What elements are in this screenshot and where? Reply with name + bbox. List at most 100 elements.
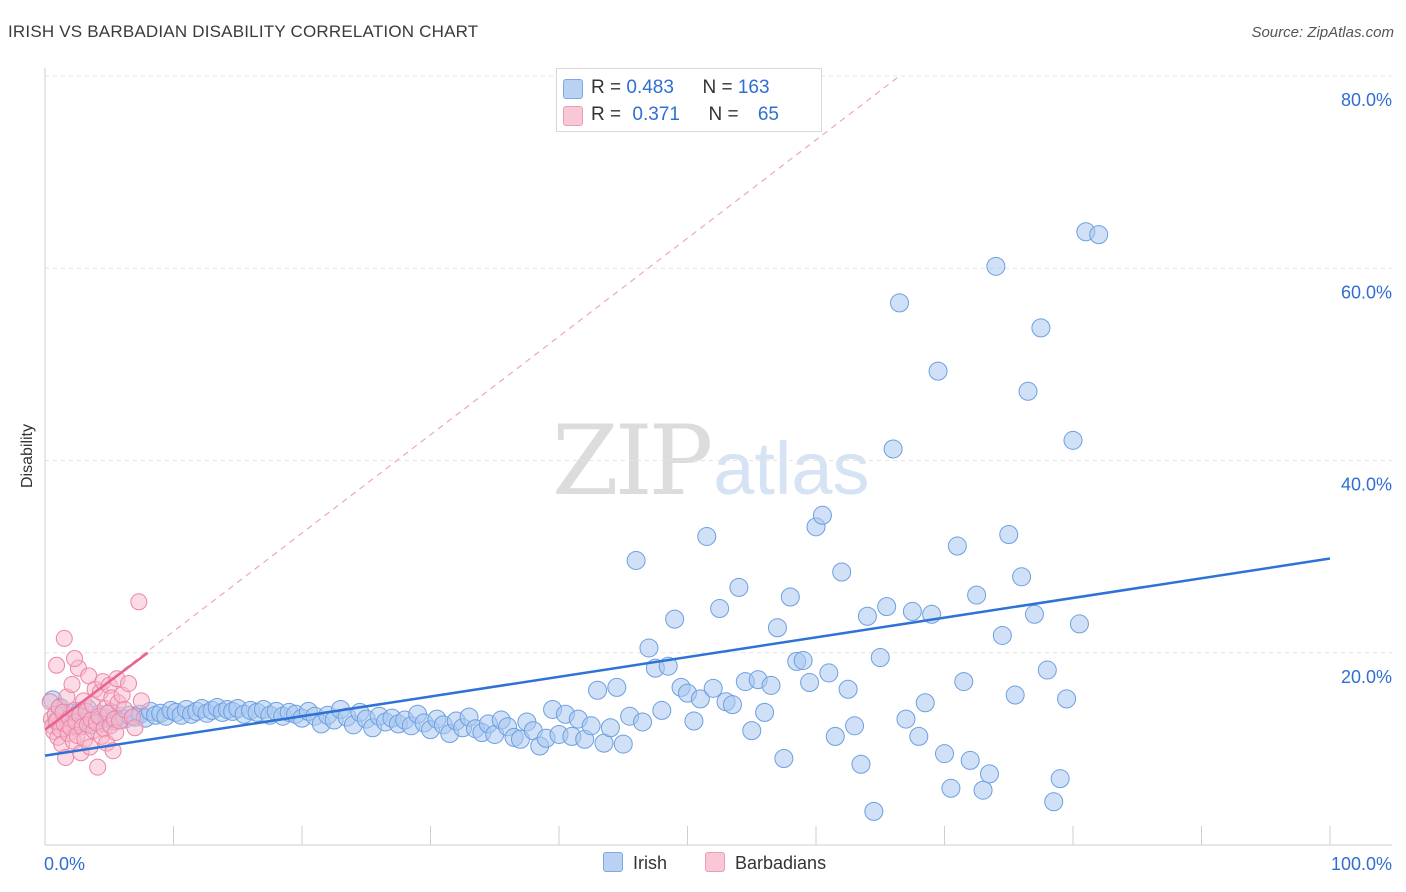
irish-point	[697, 526, 717, 546]
irish-point	[626, 550, 646, 570]
irish-point	[870, 648, 890, 668]
y-tick-label: 40.0%	[1341, 475, 1392, 495]
irish-trend-line	[44, 557, 1331, 757]
irish-point	[909, 726, 929, 746]
irish-point	[845, 716, 865, 736]
barbadians-n-label: N =	[708, 104, 744, 125]
irish-point	[703, 678, 723, 698]
irish-n-label: N =	[702, 77, 738, 98]
irish-n-value: 163	[737, 77, 770, 98]
irish-point	[1050, 769, 1070, 789]
barbadians-point	[89, 758, 107, 776]
irish-point	[613, 734, 633, 754]
irish-swatch-icon	[563, 79, 583, 99]
irish-point	[935, 744, 954, 764]
barbadians-point	[63, 675, 81, 693]
irish-point	[800, 673, 820, 693]
barbadians-point	[55, 629, 73, 647]
irish-point	[633, 712, 653, 732]
barbadians-point	[66, 650, 84, 668]
irish-point	[710, 599, 730, 619]
irish-point	[793, 650, 813, 670]
irish-point	[864, 801, 884, 821]
irish-point	[1069, 614, 1089, 634]
irish-point	[832, 562, 852, 582]
irish-point	[652, 700, 672, 720]
irish-point	[1005, 685, 1025, 705]
irish-point	[825, 726, 845, 746]
correlation-legend: R = 0.483 N = 163 R = 0.371 N = 65	[556, 68, 822, 132]
irish-point	[665, 609, 685, 629]
irish-point	[890, 293, 910, 313]
irish-point	[851, 754, 871, 774]
barbadians-trend-extension	[44, 75, 900, 731]
irish-point	[967, 585, 987, 605]
barbadians-n-value: 65	[757, 104, 779, 125]
irish-point	[902, 601, 922, 621]
irish-point	[838, 679, 858, 699]
barbadians-point	[126, 719, 144, 737]
x-tick-label-max: 100.0%	[1331, 854, 1392, 874]
barbadians-point	[48, 656, 66, 674]
irish-point	[722, 695, 742, 715]
irish-point	[973, 780, 993, 800]
bottom-legend-irish: Irish	[603, 852, 667, 874]
irish-point	[819, 663, 839, 683]
irish-point	[742, 721, 762, 741]
irish-point	[812, 505, 832, 525]
irish-legend-icon	[603, 852, 623, 872]
irish-point	[755, 702, 775, 722]
irish-point	[780, 587, 800, 607]
irish-point	[581, 716, 601, 736]
irish-point	[1044, 792, 1064, 812]
irish-point	[774, 748, 794, 768]
irish-point	[600, 718, 620, 738]
watermark: ZIPatlas	[552, 405, 870, 517]
barbadians-swatch-icon	[563, 106, 583, 126]
legend-row-barbadians: R = 0.371 N = 65	[563, 104, 779, 128]
irish-point	[954, 672, 974, 692]
barbadians-point	[132, 692, 150, 710]
irish-point	[607, 677, 627, 697]
irish-legend-label: Irish	[633, 853, 668, 873]
barbadians-r-label: R =	[591, 104, 627, 125]
irish-point	[928, 361, 948, 381]
irish-point	[1057, 689, 1077, 709]
irish-r-value: 0.483	[626, 77, 674, 98]
irish-point	[588, 680, 608, 700]
irish-point	[1012, 567, 1032, 587]
irish-point	[992, 625, 1012, 645]
source-credit: Source: ZipAtlas.com	[1251, 24, 1394, 41]
y-tick-label: 80.0%	[1341, 90, 1392, 110]
irish-point	[1063, 430, 1083, 450]
barbadians-point	[130, 593, 148, 611]
barbadians-legend-label: Barbadians	[735, 853, 827, 873]
irish-point	[941, 778, 961, 798]
y-tick-label: 20.0%	[1341, 667, 1392, 687]
irish-point	[986, 256, 1006, 276]
irish-point	[1037, 660, 1057, 680]
irish-point	[877, 597, 897, 617]
irish-point	[896, 709, 916, 729]
barbadians-r-value: 0.371	[632, 104, 680, 125]
irish-point	[979, 764, 999, 784]
irish-point	[761, 675, 781, 695]
irish-point	[947, 536, 967, 556]
y-tick-label: 60.0%	[1341, 282, 1392, 302]
watermark-atlas: atlas	[713, 427, 870, 510]
irish-point	[729, 577, 749, 597]
x-tick-label-min: 0.0%	[44, 854, 85, 874]
irish-point	[883, 439, 903, 459]
barbadians-point	[120, 675, 138, 693]
irish-point	[1018, 381, 1038, 401]
irish-r-label: R =	[591, 77, 627, 98]
irish-point	[915, 693, 935, 713]
irish-point	[1089, 225, 1109, 245]
barbadians-trend-line	[44, 651, 149, 731]
chart-title: IRISH VS BARBADIAN DISABILITY CORRELATIO…	[8, 22, 479, 41]
irish-point	[960, 750, 980, 770]
irish-point	[684, 711, 704, 731]
bottom-legend-barbadians: Barbadians	[705, 852, 826, 874]
irish-point	[767, 618, 787, 638]
